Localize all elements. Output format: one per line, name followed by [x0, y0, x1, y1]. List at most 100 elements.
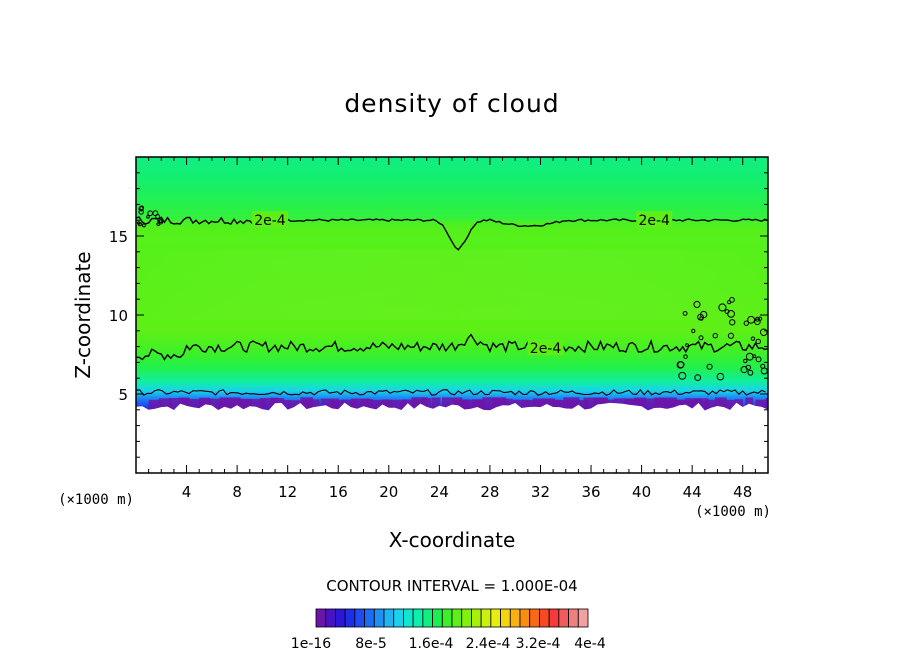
contour-fragment [146, 215, 150, 219]
heatmap-cell [411, 397, 428, 409]
x-unit-left: (×1000 m) [58, 492, 134, 508]
y-axis-label: Z-coordinate [71, 251, 95, 378]
contour-fragment [729, 297, 735, 303]
contour-fragment [712, 332, 718, 339]
colorbar-label: 1e-16 [291, 636, 331, 652]
colorbar-swatch [577, 608, 589, 628]
colorbar-swatch [500, 608, 511, 628]
colorbar [315, 608, 589, 628]
heatmap-cell [563, 397, 580, 409]
y-tick-label: 10 [109, 307, 128, 325]
heatmap-cell [340, 399, 358, 411]
contour-fragment [156, 222, 161, 226]
colorbar-label: 1.6e-4 [409, 636, 454, 652]
x-unit-right: (×1000 m) [695, 504, 771, 520]
heatmap-cell [310, 399, 320, 412]
heatmap-cell [765, 398, 768, 409]
heatmap-cell [431, 397, 441, 410]
y-tick-label: 5 [118, 386, 128, 404]
contour-fragment [141, 223, 146, 228]
x-tick-label: 8 [232, 483, 242, 501]
colorbar-swatch [558, 608, 569, 628]
colorbar-swatch [441, 608, 453, 628]
x-tick-label: 28 [480, 483, 499, 501]
contour-fragment [727, 332, 735, 339]
heatmap-band-light [136, 180, 768, 220]
x-axis-label: X-coordinate [389, 528, 516, 552]
heatmap-cell [381, 399, 393, 409]
contour-fragment [729, 319, 736, 326]
contour-label-bg [251, 211, 288, 228]
colorbar-label: 4e-4 [574, 636, 606, 652]
colorbar-swatch [325, 608, 336, 628]
colorbar-swatch [471, 608, 482, 628]
heatmap-cell [269, 397, 279, 409]
colorbar-swatch [548, 608, 560, 628]
contour-fragment [743, 358, 748, 364]
heatmap-cell [735, 399, 743, 410]
colorbar-swatch [383, 608, 395, 628]
contour-fragment [157, 217, 163, 224]
contour-fragment [682, 310, 688, 316]
colorbar-swatch [373, 608, 385, 628]
chart-title: density of cloud [344, 89, 559, 118]
colorbar-swatch [403, 608, 414, 628]
cloud-base-edge [136, 402, 768, 473]
contour-fragment [745, 364, 752, 371]
heatmap-cell [421, 398, 432, 410]
contour-fragment [716, 372, 725, 381]
colorbar-swatch [461, 608, 472, 628]
contour-fragment [752, 354, 757, 359]
contour-label-bg [527, 339, 564, 356]
contour-fragment [147, 210, 154, 217]
heatmap-cell [158, 398, 172, 410]
heatmap-cell [725, 399, 737, 411]
contour-fragment [698, 335, 704, 341]
x-tick-label: 20 [379, 483, 398, 501]
heatmap-cell [755, 399, 768, 409]
colorbar-swatch [509, 608, 521, 628]
contour-fragment [743, 320, 749, 326]
colorbar-swatch [539, 608, 550, 628]
x-tick-label: 44 [683, 483, 702, 501]
contour-label-bg [636, 211, 673, 228]
colorbar-swatch [529, 608, 540, 628]
colorbar-label: 2.4e-4 [466, 636, 511, 652]
contour-fragment [691, 328, 696, 334]
x-tick-label: 36 [581, 483, 600, 501]
x-tick-label: 12 [278, 483, 297, 501]
heatmap-cell [472, 399, 484, 411]
contour-fragment [718, 303, 727, 312]
contour-fragment [750, 336, 756, 341]
contour-fragment [685, 343, 689, 348]
colorbar-swatch [490, 608, 501, 628]
heatmap-cell [512, 399, 530, 410]
contour-fragment [706, 363, 713, 370]
contour-fragment [693, 300, 701, 308]
x-tick-label: 32 [531, 483, 550, 501]
x-tick-label: 40 [632, 483, 651, 501]
colorbar-swatch [480, 608, 492, 628]
heatmap-cell [178, 397, 189, 411]
colorbar-swatch [354, 608, 365, 628]
contour-fragment [755, 356, 762, 363]
contour-label: 2e-4 [530, 341, 562, 357]
heatmap-band-mid [136, 250, 768, 320]
heatmap-cell [502, 398, 513, 410]
colorbar-swatch [432, 608, 443, 628]
colorbar-swatch [451, 608, 463, 628]
heatmap-cell [391, 399, 407, 411]
contour-fragment [755, 338, 761, 345]
contour-fragment [683, 354, 688, 359]
contour-fragment [726, 300, 732, 305]
contour-fragment [678, 371, 687, 380]
contour-fragment [697, 313, 704, 321]
colorbar-swatch [335, 608, 346, 628]
heatmap-cell [280, 399, 291, 413]
colorbar-swatch [393, 608, 404, 628]
colorbar-swatch [315, 608, 327, 628]
heatmap-cell [249, 399, 266, 411]
contour-fragment [759, 328, 768, 337]
heatmap-cell [360, 399, 373, 412]
